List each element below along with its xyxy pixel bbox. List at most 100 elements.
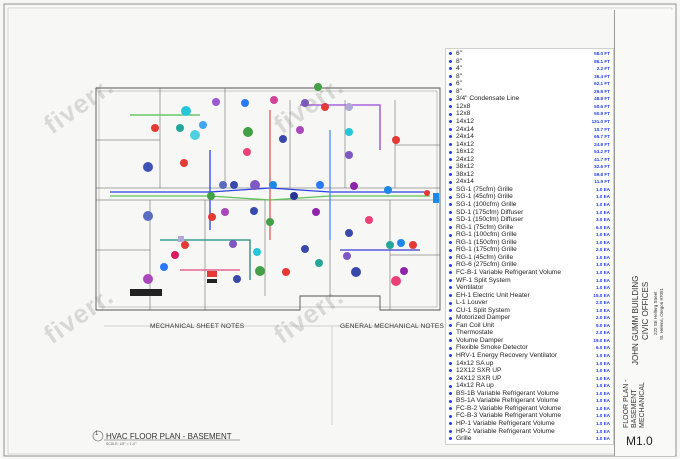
takeoff-row[interactable]: FC-B-1 Variable Refrigerant Volume 1.0 EA [446, 269, 613, 277]
takeoff-row[interactable]: EH-1 Electric Unit Heater 15.0 EA [446, 292, 613, 300]
takeoff-row[interactable]: 8" 29.8 FT [446, 88, 613, 96]
takeoff-row[interactable]: 14x12 SA up 1.0 EA [446, 360, 613, 368]
plan-title: HVAC FLOOR PLAN - BASEMENT [106, 432, 232, 441]
takeoff-row[interactable]: SG-1 (100cfm) Grille 1.0 EA [446, 201, 613, 209]
takeoff-row[interactable]: RG-6 (275cfm) Grille 1.0 EA [446, 261, 613, 269]
takeoff-marker [449, 354, 452, 358]
takeoff-label: SD-1 (175cfm) Diffuser [456, 208, 524, 216]
takeoff-marker [449, 346, 452, 350]
takeoff-row[interactable]: 14x12 24.9 FT [446, 141, 613, 149]
takeoff-row[interactable]: 14x12 RA up 1.0 EA [446, 382, 613, 390]
takeoff-label: Motorized Damper [456, 314, 511, 322]
takeoff-label: BS-1B Variable Refrigerant Volume [456, 389, 559, 397]
takeoff-row[interactable]: 3/4" Condensate Line 48.8 FT [446, 95, 613, 103]
takeoff-row[interactable]: 12X12 SXR UP 1.0 EA [446, 367, 613, 375]
takeoff-row[interactable]: 4" 2.2 FT [446, 65, 613, 73]
takeoff-marker [449, 67, 452, 71]
takeoff-quantity: 1.0 EA [595, 269, 610, 275]
takeoff-quantity: 1.0 EA [595, 239, 610, 245]
takeoff-row[interactable]: RG-1 (75cfm) Grille 6.0 EA [446, 224, 613, 232]
takeoff-row[interactable]: 12x8 50.9 FT [446, 110, 613, 118]
takeoff-row[interactable]: 8" 86.1 FT [446, 58, 613, 66]
takeoff-label: RG-1 (45cfm) Grille [456, 253, 514, 261]
takeoff-label: CU-1 Split System [456, 306, 510, 314]
takeoff-row[interactable]: 6" 58.0 FT [446, 50, 613, 58]
takeoff-quantity: 1.0 EA [595, 375, 610, 381]
project-name-line2: CIVIC OFFICES [641, 281, 650, 340]
takeoff-row[interactable]: CU-1 Split System 1.0 EA [446, 307, 613, 315]
takeoff-row[interactable]: 38x12 59.8 FT [446, 171, 613, 179]
takeoff-label: 24X12 SXR UP [456, 374, 502, 382]
takeoff-row[interactable]: WF-1 Split System 1.0 EA [446, 277, 613, 285]
project-name-line1: JOHN GUMM BUILDING [631, 275, 640, 365]
takeoff-list[interactable]: 6" 58.0 FT 8" 86.1 FT 4" 2.2 FT 8" 36.4 FT 6" 62.… [445, 48, 614, 445]
takeoff-marker [449, 437, 452, 441]
takeoff-label: 14x12 [456, 117, 474, 125]
takeoff-row[interactable]: SD-1 (175cfm) Diffuser 1.0 EA [446, 209, 613, 217]
takeoff-row[interactable]: 14x12 131.0 FT [446, 118, 613, 126]
takeoff-row[interactable]: 6" 62.1 FT [446, 80, 613, 88]
takeoff-row[interactable]: 24X12 SXR UP 1.0 EA [446, 375, 613, 383]
takeoff-quantity: 59.8 FT [594, 171, 610, 177]
takeoff-marker [449, 241, 452, 245]
takeoff-row[interactable]: Flexible Smoke Detector 6.0 EA [446, 344, 613, 352]
sheet-title-line1: FLOOR PLAN - [623, 379, 630, 428]
takeoff-row[interactable]: 16x12 53.2 FT [446, 148, 613, 156]
takeoff-marker [449, 377, 452, 381]
takeoff-row[interactable]: RG-1 (100cfm) Grille 1.0 EA [446, 231, 613, 239]
takeoff-quantity: 6.0 EA [595, 224, 610, 230]
takeoff-label: 12x8 [456, 102, 471, 110]
takeoff-row[interactable]: SD-1 (150cfm) Diffuser 3.0 EA [446, 216, 613, 224]
takeoff-row[interactable]: Volume Damper 19.0 EA [446, 337, 613, 345]
takeoff-row[interactable]: Grille 1.0 EA [446, 435, 613, 443]
takeoff-row[interactable]: RG-1 (175cfm) Grille 2.0 EA [446, 246, 613, 254]
takeoff-row[interactable]: BS-1A Variable Refrigerant Volume 1.0 EA [446, 397, 613, 405]
takeoff-row[interactable]: L-1 Louver 2.0 EA [446, 299, 613, 307]
takeoff-row[interactable]: 24x14 65.7 FT [446, 133, 613, 141]
takeoff-row[interactable]: 24x12 41.7 FT [446, 156, 613, 164]
takeoff-row[interactable]: HP-2 Variable Refrigerant Volume 1.0 EA [446, 428, 613, 436]
takeoff-quantity: 1.0 EA [595, 285, 610, 291]
takeoff-marker [449, 286, 452, 290]
takeoff-row[interactable]: HP-1 Variable Refrigerant Volume 1.0 EA [446, 420, 613, 428]
takeoff-row[interactable]: 24x14 10.7 FT [446, 126, 613, 134]
takeoff-row[interactable]: 38x12 32.6 FT [446, 163, 613, 171]
takeoff-row[interactable]: RG-1 (45cfm) Grille 1.0 EA [446, 254, 613, 262]
takeoff-marker [449, 384, 452, 388]
takeoff-row[interactable]: SG-1 (75cfm) Grille 1.0 EA [446, 186, 613, 194]
general-mechanical-notes-title: GENERAL MECHANICAL NOTES [340, 323, 445, 330]
takeoff-label: 14x12 [456, 140, 474, 148]
takeoff-row[interactable]: BS-1B Variable Refrigerant Volume 1.0 EA [446, 390, 613, 398]
takeoff-row[interactable]: SG-1 (45cfm) Grille 1.0 EA [446, 193, 613, 201]
takeoff-row[interactable]: FC-B-2 Variable Refrigerant Volume 1.0 EA [446, 405, 613, 413]
takeoff-label: L-1 Louver [456, 299, 488, 307]
takeoff-row[interactable]: HRV-1 Energy Recovery Ventilator 1.0 EA [446, 352, 613, 360]
takeoff-row[interactable]: Motorized Damper 2.0 EA [446, 314, 613, 322]
takeoff-row[interactable]: 8" 36.4 FT [446, 73, 613, 81]
takeoff-quantity: 1.0 EA [595, 232, 610, 238]
takeoff-marker [449, 429, 452, 433]
takeoff-row[interactable]: 12x8 50.6 FT [446, 103, 613, 111]
sheet-border [3, 3, 677, 457]
takeoff-marker [449, 392, 452, 396]
takeoff-quantity: 32.6 FT [594, 164, 610, 170]
takeoff-marker [449, 203, 452, 207]
takeoff-row[interactable]: FC-B-3 Variable Refrigerant Volume 1.0 EA [446, 412, 613, 420]
takeoff-marker [449, 120, 452, 124]
takeoff-row[interactable]: RG-1 (150cfm) Grille 1.0 EA [446, 239, 613, 247]
takeoff-marker [449, 324, 452, 328]
takeoff-marker [449, 218, 452, 222]
takeoff-row[interactable]: Ventilator 1.0 EA [446, 284, 613, 292]
takeoff-label: 16x12 [456, 148, 474, 156]
takeoff-quantity: 1.0 EA [595, 390, 610, 396]
takeoff-marker [449, 407, 452, 411]
takeoff-row[interactable]: 24x14 11.9 FT [446, 178, 613, 186]
takeoff-quantity: 1.0 EA [595, 405, 610, 411]
takeoff-marker [449, 301, 452, 305]
takeoff-row[interactable]: Thermostate 2.0 EA [446, 329, 613, 337]
takeoff-quantity: 50.9 FT [594, 111, 610, 117]
takeoff-quantity: 2.2 FT [596, 66, 610, 72]
takeoff-label: RG-1 (75cfm) Grille [456, 223, 514, 231]
takeoff-row[interactable]: Fan Coil Unit 9.0 EA [446, 322, 613, 330]
takeoff-quantity: 10.7 FT [594, 126, 610, 132]
